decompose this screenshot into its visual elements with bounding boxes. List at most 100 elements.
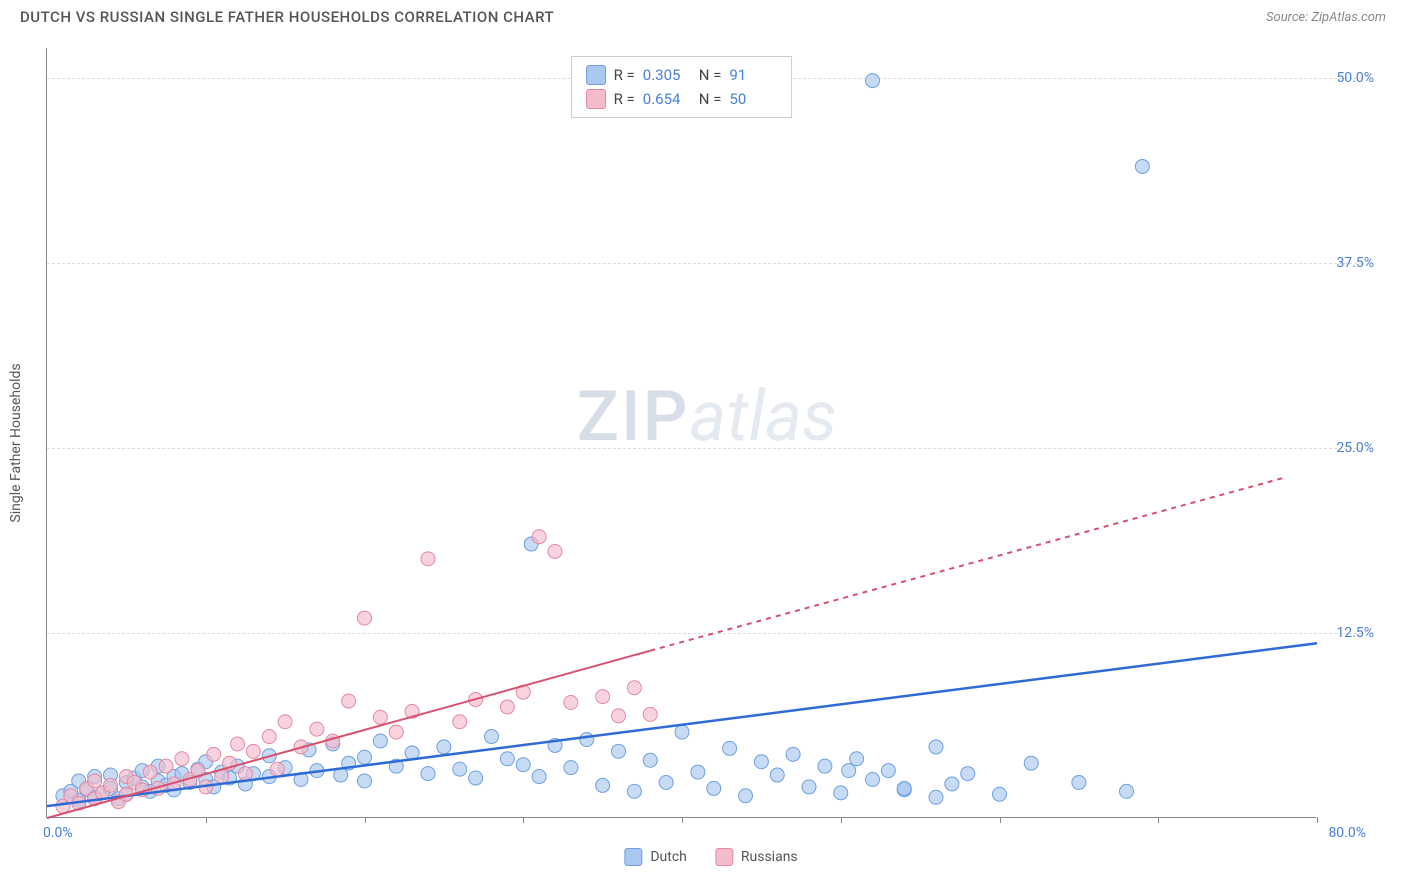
y-tick-label: 37.5% (1336, 255, 1374, 271)
legend-item-dutch: Dutch (624, 848, 687, 866)
scatter-plot-svg (47, 48, 1317, 818)
legend-swatch-dutch (624, 848, 642, 866)
stats-r-value: 0.305 (643, 66, 691, 84)
scatter-point (723, 741, 737, 755)
scatter-point (580, 733, 594, 747)
scatter-point (270, 762, 284, 776)
scatter-point (596, 690, 610, 704)
scatter-point (627, 784, 641, 798)
legend-swatch-russians (715, 848, 733, 866)
scatter-point (175, 752, 189, 766)
scatter-point (421, 552, 435, 566)
scatter-point (500, 700, 514, 714)
scatter-point (897, 781, 911, 795)
stats-row-russians: R = 0.654 N = 50 (586, 87, 778, 111)
scatter-point (739, 789, 753, 803)
trend-line (47, 651, 650, 818)
y-tick-label: 25.0% (1336, 440, 1374, 456)
scatter-point (246, 744, 260, 758)
scatter-point (159, 759, 173, 773)
scatter-point (143, 765, 157, 779)
scatter-point (262, 730, 276, 744)
scatter-point (659, 775, 673, 789)
scatter-point (548, 544, 562, 558)
scatter-point (437, 740, 451, 754)
stats-r-label: R = (614, 66, 635, 84)
trend-line (47, 643, 1317, 806)
scatter-point (453, 762, 467, 776)
scatter-point (485, 730, 499, 744)
bottom-legend: Dutch Russians (624, 848, 797, 866)
chart-header: DUTCH VS RUSSIAN SINGLE FATHER HOUSEHOLD… (0, 0, 1406, 32)
scatter-point (1135, 159, 1149, 173)
scatter-point (675, 725, 689, 739)
scatter-point (104, 778, 118, 792)
scatter-point (881, 764, 895, 778)
chart-title: DUTCH VS RUSSIAN SINGLE FATHER HOUSEHOLD… (20, 8, 554, 26)
scatter-point (770, 768, 784, 782)
scatter-point (564, 761, 578, 775)
scatter-point (310, 722, 324, 736)
stats-r-label: R = (614, 90, 635, 108)
chart-container: Single Father Households ZIPatlas 12.5%2… (46, 48, 1376, 838)
scatter-point (802, 780, 816, 794)
scatter-point (358, 611, 372, 625)
trend-line-extrapolated (650, 477, 1285, 650)
scatter-point (358, 750, 372, 764)
stats-r-value: 0.654 (643, 90, 691, 108)
scatter-point (1024, 756, 1038, 770)
scatter-point (596, 778, 610, 792)
scatter-point (1120, 784, 1134, 798)
scatter-point (834, 786, 848, 800)
y-tick-label: 12.5% (1336, 625, 1374, 641)
scatter-point (469, 771, 483, 785)
scatter-point (754, 755, 768, 769)
scatter-point (866, 773, 880, 787)
scatter-point (1072, 775, 1086, 789)
legend-label: Dutch (650, 849, 687, 865)
scatter-point (993, 787, 1007, 801)
stats-n-label: N = (699, 66, 722, 84)
x-max-label: 80.0% (1328, 825, 1366, 841)
scatter-point (453, 715, 467, 729)
stats-n-value: 91 (729, 66, 777, 84)
scatter-point (564, 696, 578, 710)
stats-row-dutch: R = 0.305 N = 91 (586, 63, 778, 87)
scatter-point (818, 759, 832, 773)
scatter-point (627, 681, 641, 695)
scatter-point (516, 758, 530, 772)
y-axis-label: Single Father Households (8, 363, 24, 522)
scatter-point (707, 781, 721, 795)
chart-source: Source: ZipAtlas.com (1266, 10, 1386, 25)
stats-n-label: N = (699, 90, 722, 108)
scatter-point (88, 774, 102, 788)
scatter-point (850, 752, 864, 766)
scatter-point (500, 752, 514, 766)
scatter-point (342, 694, 356, 708)
scatter-point (231, 737, 245, 751)
stats-swatch-russians (586, 89, 606, 109)
scatter-point (532, 530, 546, 544)
scatter-point (532, 770, 546, 784)
legend-item-russians: Russians (715, 848, 798, 866)
y-tick-label: 50.0% (1336, 70, 1374, 86)
stats-swatch-dutch (586, 65, 606, 85)
scatter-point (358, 774, 372, 788)
scatter-point (373, 734, 387, 748)
plot-area: ZIPatlas 12.5%25.0%37.5%50.0% R = 0.305 … (46, 48, 1316, 818)
scatter-point (786, 747, 800, 761)
scatter-point (691, 765, 705, 779)
scatter-point (929, 740, 943, 754)
scatter-point (643, 707, 657, 721)
stats-n-value: 50 (729, 90, 777, 108)
scatter-point (389, 725, 403, 739)
stats-legend-box: R = 0.305 N = 91 R = 0.654 N = 50 (571, 56, 793, 118)
x-origin-label: 0.0% (43, 825, 73, 841)
scatter-point (945, 777, 959, 791)
scatter-point (842, 764, 856, 778)
legend-label: Russians (741, 849, 798, 865)
scatter-point (278, 715, 292, 729)
scatter-point (421, 767, 435, 781)
scatter-point (866, 74, 880, 88)
scatter-point (207, 747, 221, 761)
